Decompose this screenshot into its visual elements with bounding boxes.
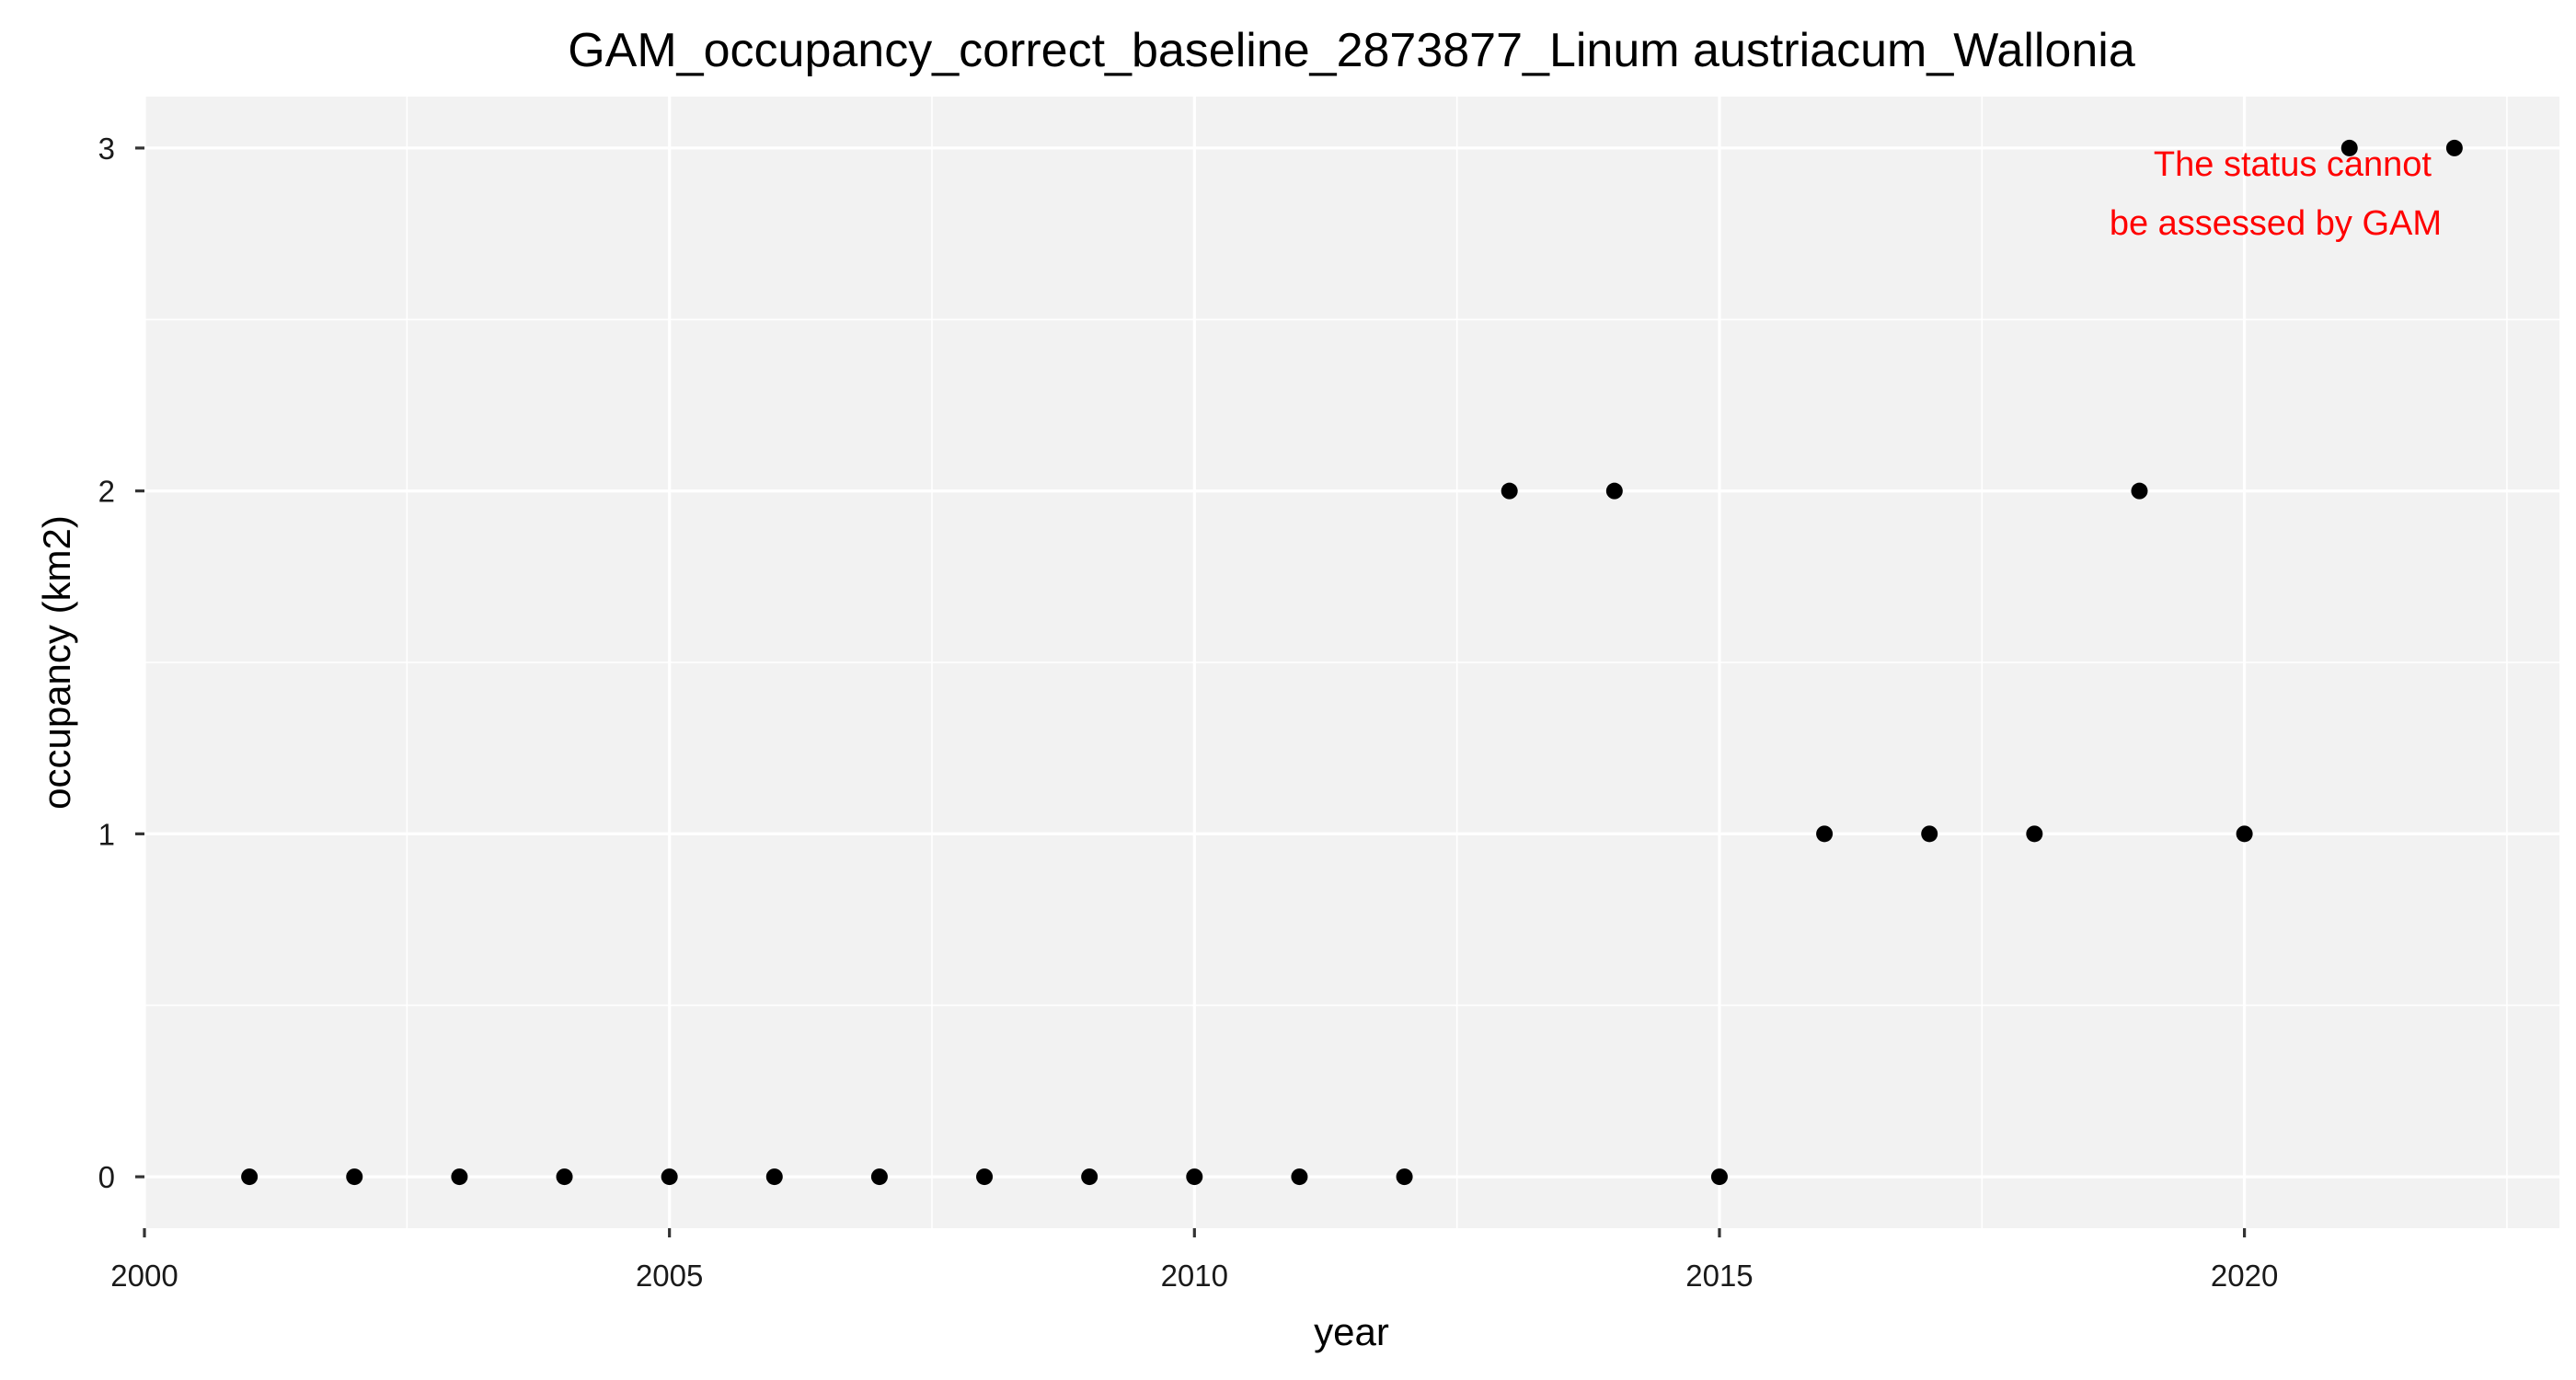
x-tick-label: 2020: [2211, 1259, 2278, 1293]
chart-title: GAM_occupancy_correct_baseline_2873877_L…: [568, 24, 2135, 77]
data-point: [1921, 825, 1938, 843]
x-tick-label: 2015: [1685, 1259, 1753, 1293]
data-point: [1081, 1168, 1098, 1186]
x-tick-label: 2005: [636, 1259, 703, 1293]
data-point: [2340, 139, 2358, 156]
data-point: [976, 1168, 994, 1186]
x-axis-label: year: [1314, 1310, 1389, 1353]
annotation-line-1: The status cannot: [2154, 145, 2432, 184]
data-point: [1605, 482, 1623, 500]
data-point: [556, 1168, 573, 1186]
data-points: [241, 139, 2463, 1186]
data-point: [2026, 825, 2043, 843]
data-point: [2236, 825, 2253, 843]
data-point: [1396, 1168, 1413, 1186]
x-tick-label: 2010: [1161, 1259, 1228, 1293]
y-tick-labels: 0 1 2 3: [98, 132, 115, 1194]
axis-ticks: [135, 146, 2247, 1237]
data-point: [451, 1168, 468, 1186]
data-point: [1816, 825, 1834, 843]
data-point: [1501, 482, 1518, 500]
data-point: [346, 1168, 363, 1186]
data-point: [241, 1168, 259, 1186]
y-tick-label: 0: [98, 1160, 115, 1194]
annotation-line-2: be assessed by GAM: [2110, 204, 2442, 243]
data-point: [2131, 482, 2148, 500]
grid-lines: [143, 97, 2559, 1228]
x-tick-labels: 2000 2005 2010 2015 2020: [110, 1259, 2278, 1293]
data-point: [2445, 139, 2463, 156]
data-point: [1291, 1168, 1308, 1186]
y-tick-label: 1: [98, 817, 115, 851]
data-point: [661, 1168, 678, 1186]
x-tick-label: 2000: [110, 1259, 178, 1293]
y-tick-label: 2: [98, 475, 115, 509]
y-axis-label: occupancy (km2): [35, 515, 78, 810]
data-point: [1710, 1168, 1728, 1186]
status-annotation: The status cannot be assessed by GAM: [2110, 145, 2442, 243]
y-tick-label: 3: [98, 132, 115, 166]
data-point: [765, 1168, 783, 1186]
data-point: [870, 1168, 888, 1186]
data-point: [1186, 1168, 1203, 1186]
